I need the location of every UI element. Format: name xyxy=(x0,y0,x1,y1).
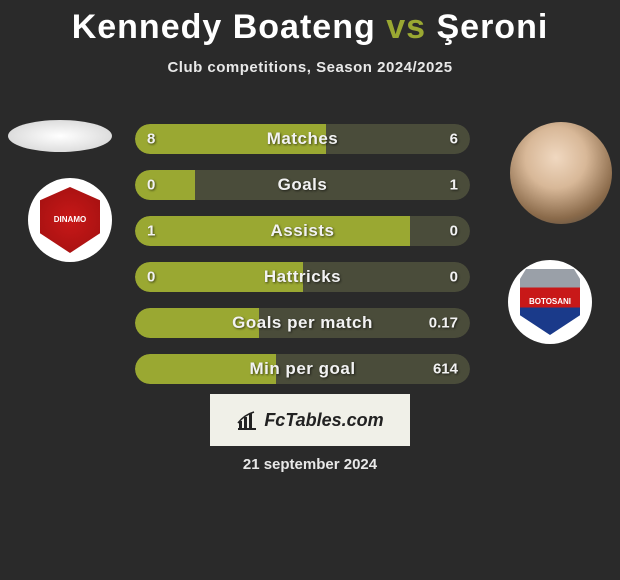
stat-label: Matches xyxy=(135,129,470,149)
stat-bar-row: 10Assists xyxy=(135,216,470,246)
player2-avatar xyxy=(510,122,612,224)
branding-text: FcTables.com xyxy=(264,410,383,431)
player1-name: Kennedy Boateng xyxy=(72,8,376,46)
stats-bar-area: 86Matches 01Goals 10Assists 00Hattricks 0.17… xyxy=(135,124,470,400)
stat-bar-row: 00Hattricks xyxy=(135,262,470,292)
stat-label: Goals xyxy=(135,175,470,195)
stat-label: Assists xyxy=(135,221,470,241)
player1-club-badge: DINAMO xyxy=(28,178,112,262)
date-text: 21 september 2024 xyxy=(0,456,620,473)
stat-label: Hattricks xyxy=(135,267,470,287)
club-shield-icon: DINAMO xyxy=(40,187,100,253)
chart-icon xyxy=(236,409,258,431)
comparison-title: Kennedy Boateng vs Şeroni xyxy=(0,0,620,47)
player2-club-badge: BOTOSANI xyxy=(508,260,592,344)
stat-bar-row: 0.17Goals per match xyxy=(135,308,470,338)
vs-text: vs xyxy=(386,8,426,46)
stat-bar-row: 01Goals xyxy=(135,170,470,200)
stat-bar-row: 86Matches xyxy=(135,124,470,154)
stat-label: Goals per match xyxy=(135,313,470,333)
player2-name: Şeroni xyxy=(436,8,548,46)
stat-bar-row: 614Min per goal xyxy=(135,354,470,384)
club-shield-icon: BOTOSANI xyxy=(520,269,580,335)
branding-badge: FcTables.com xyxy=(210,394,410,446)
stat-label: Min per goal xyxy=(135,359,470,379)
player1-avatar xyxy=(8,120,112,152)
subtitle: Club competitions, Season 2024/2025 xyxy=(0,59,620,76)
